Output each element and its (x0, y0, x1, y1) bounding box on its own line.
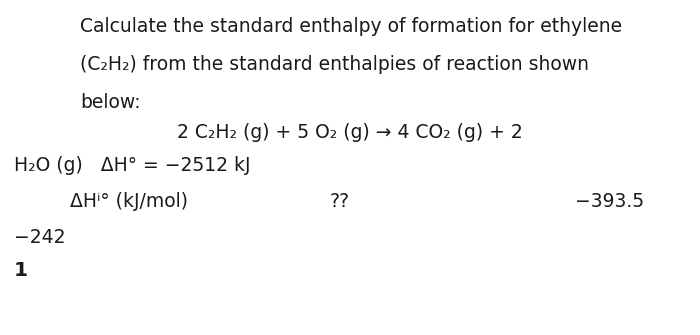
Text: ΔHⁱ° (kJ/mol): ΔHⁱ° (kJ/mol) (70, 192, 188, 211)
Text: 2 C₂H₂ (g) + 5 O₂ (g) → 4 CO₂ (g) + 2: 2 C₂H₂ (g) + 5 O₂ (g) → 4 CO₂ (g) + 2 (177, 123, 523, 142)
Text: H₂O (g)   ΔH° = −2512 kJ: H₂O (g) ΔH° = −2512 kJ (14, 156, 251, 175)
Text: below:: below: (80, 93, 141, 112)
Text: ??: ?? (330, 192, 350, 211)
Text: (C₂H₂) from the standard enthalpies of reaction shown: (C₂H₂) from the standard enthalpies of r… (80, 55, 589, 74)
Text: Calculate the standard enthalpy of formation for ethylene: Calculate the standard enthalpy of forma… (80, 17, 622, 36)
Text: −393.5: −393.5 (575, 192, 645, 211)
Text: 1: 1 (14, 261, 28, 280)
Text: −242: −242 (14, 228, 66, 247)
